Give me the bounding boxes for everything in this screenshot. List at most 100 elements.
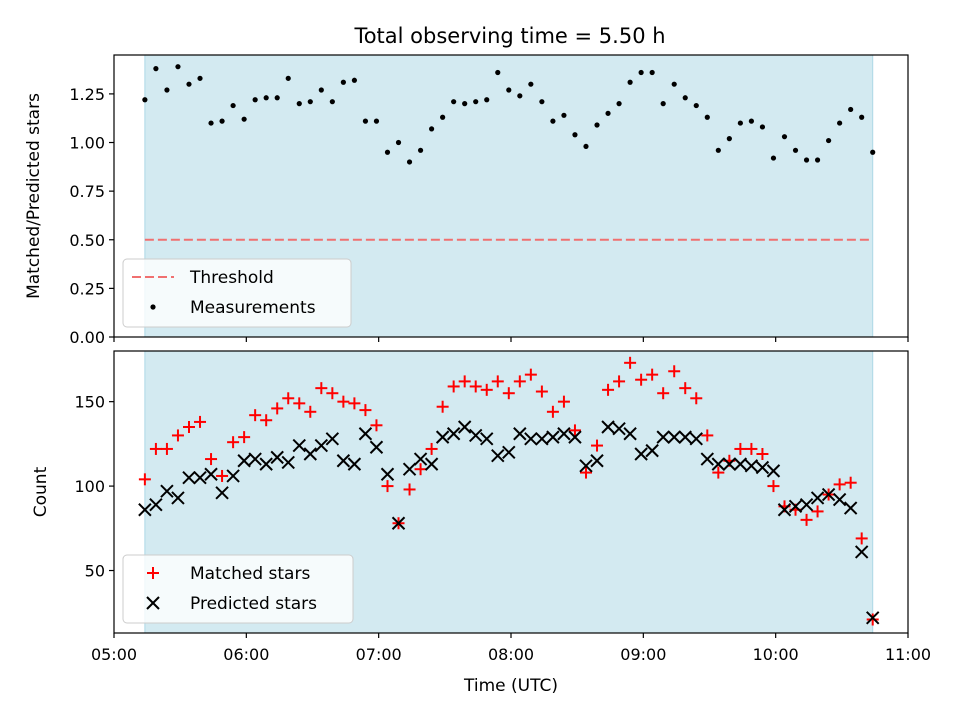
predicted-star-point	[667, 430, 681, 444]
top-legend: Threshold Measurements	[122, 258, 352, 328]
measurement-point	[241, 116, 247, 122]
bottom-legend: Matched stars Predicted stars	[122, 554, 354, 624]
measurement-point	[197, 75, 203, 81]
matched-star-point	[436, 400, 449, 413]
matched-star-point	[866, 613, 879, 626]
measurement-point	[671, 81, 677, 87]
predicted-star-point	[259, 457, 273, 471]
matched-star-point	[535, 385, 548, 398]
predicted-star-point	[535, 432, 549, 446]
matched-star-point	[734, 442, 747, 455]
predicted-star-point	[645, 443, 659, 458]
measurement-point	[506, 87, 512, 93]
predicted-star-point	[843, 501, 858, 515]
measurement-point	[164, 87, 170, 93]
measurement-point	[649, 69, 655, 76]
measurement-point	[770, 155, 777, 161]
matched-star-point	[315, 382, 328, 395]
predicted-star-point	[513, 427, 527, 441]
measurement-point	[307, 99, 313, 105]
predicted-star-point	[866, 611, 880, 625]
top-x-ticks	[113, 337, 909, 342]
measurement-point	[660, 101, 666, 107]
measurement-point	[848, 106, 854, 113]
measurement-point	[440, 114, 446, 120]
matched-star-point	[513, 375, 526, 388]
x-axis-label: Time (UTC)	[463, 676, 558, 696]
predicted-star-point	[336, 454, 351, 468]
legend-predicted-label: Predicted stars	[190, 594, 317, 614]
measurement-point	[186, 81, 192, 87]
matched-star-point	[811, 505, 824, 518]
bottom-y-axis-label: Count	[31, 466, 51, 517]
predicted-star-point	[248, 452, 262, 466]
measurement-point	[859, 114, 865, 120]
predicted-star-point	[854, 545, 869, 559]
matched-star-point	[282, 392, 295, 405]
legend-matched-swatch	[147, 567, 159, 579]
matched-star-point	[480, 383, 493, 396]
measurement-point	[572, 132, 578, 138]
measurement-point	[792, 147, 799, 153]
predicted-star-point	[755, 460, 770, 475]
predicted-star-point	[446, 427, 461, 441]
legend-measurements-label: Measurements	[190, 298, 316, 318]
measurement-point	[329, 99, 335, 105]
predicted-star-point	[612, 421, 626, 436]
predicted-star-point	[557, 427, 571, 441]
matched-star-point	[800, 513, 813, 526]
measurement-point	[219, 118, 225, 124]
predicted-star-point	[270, 450, 284, 465]
matched-star-point	[767, 480, 780, 493]
predicted-star-point	[138, 503, 152, 517]
matched-star-point	[833, 478, 846, 491]
matched-star-point	[546, 405, 559, 418]
matched-star-point	[348, 397, 361, 410]
bottom-x-ticks: 05:00 06:00 07:00 08:00 09:00 10:00 11:00	[91, 633, 931, 664]
predicted-star-point	[568, 430, 582, 444]
measurement-point	[870, 149, 876, 155]
measurement-point	[748, 118, 755, 124]
measurement-point	[726, 136, 732, 142]
predicted-star-point	[601, 420, 615, 434]
legend-threshold-label: Threshold	[189, 268, 274, 288]
predicted-star-point	[303, 447, 318, 461]
matched-star-point	[260, 414, 273, 427]
matched-star-point	[249, 409, 262, 422]
predicted-star-point	[435, 430, 450, 444]
measurement-point	[274, 95, 280, 101]
predicted-star-point	[524, 432, 538, 446]
matched-star-point	[745, 442, 758, 455]
predicted-star-point	[292, 438, 306, 453]
measurement-point	[451, 99, 457, 105]
predicted-star-point	[314, 438, 329, 453]
predicted-star-point	[634, 447, 648, 461]
predicted-star-point	[722, 457, 737, 471]
predicted-stars-points	[138, 420, 880, 625]
legend-measurements-swatch	[150, 304, 156, 310]
matched-stars-points	[138, 356, 879, 626]
measurement-point	[296, 101, 302, 107]
x-tick-label: 05:00	[91, 645, 137, 664]
top-legend-box	[122, 258, 352, 328]
predicted-star-point	[193, 470, 207, 485]
measurement-point	[406, 159, 413, 165]
measurement-points	[142, 64, 876, 165]
predicted-star-point	[810, 491, 825, 505]
x-tick-label: 09:00	[620, 645, 666, 664]
measurement-point	[429, 126, 435, 132]
measurement-point	[704, 114, 710, 120]
matched-star-point	[613, 375, 626, 388]
measurement-point	[208, 120, 214, 126]
matched-star-point	[271, 402, 284, 415]
x-tick-label: 11:00	[885, 645, 931, 664]
bottom-y-tick-label: 100	[74, 477, 105, 496]
matched-star-point	[414, 463, 427, 476]
predicted-star-point	[457, 420, 472, 434]
predicted-star-point	[380, 467, 395, 481]
predicted-star-point	[424, 457, 439, 471]
measurement-point	[638, 69, 644, 76]
predicted-star-point	[149, 497, 163, 512]
matched-star-point	[502, 387, 515, 400]
matched-star-point	[171, 429, 184, 442]
